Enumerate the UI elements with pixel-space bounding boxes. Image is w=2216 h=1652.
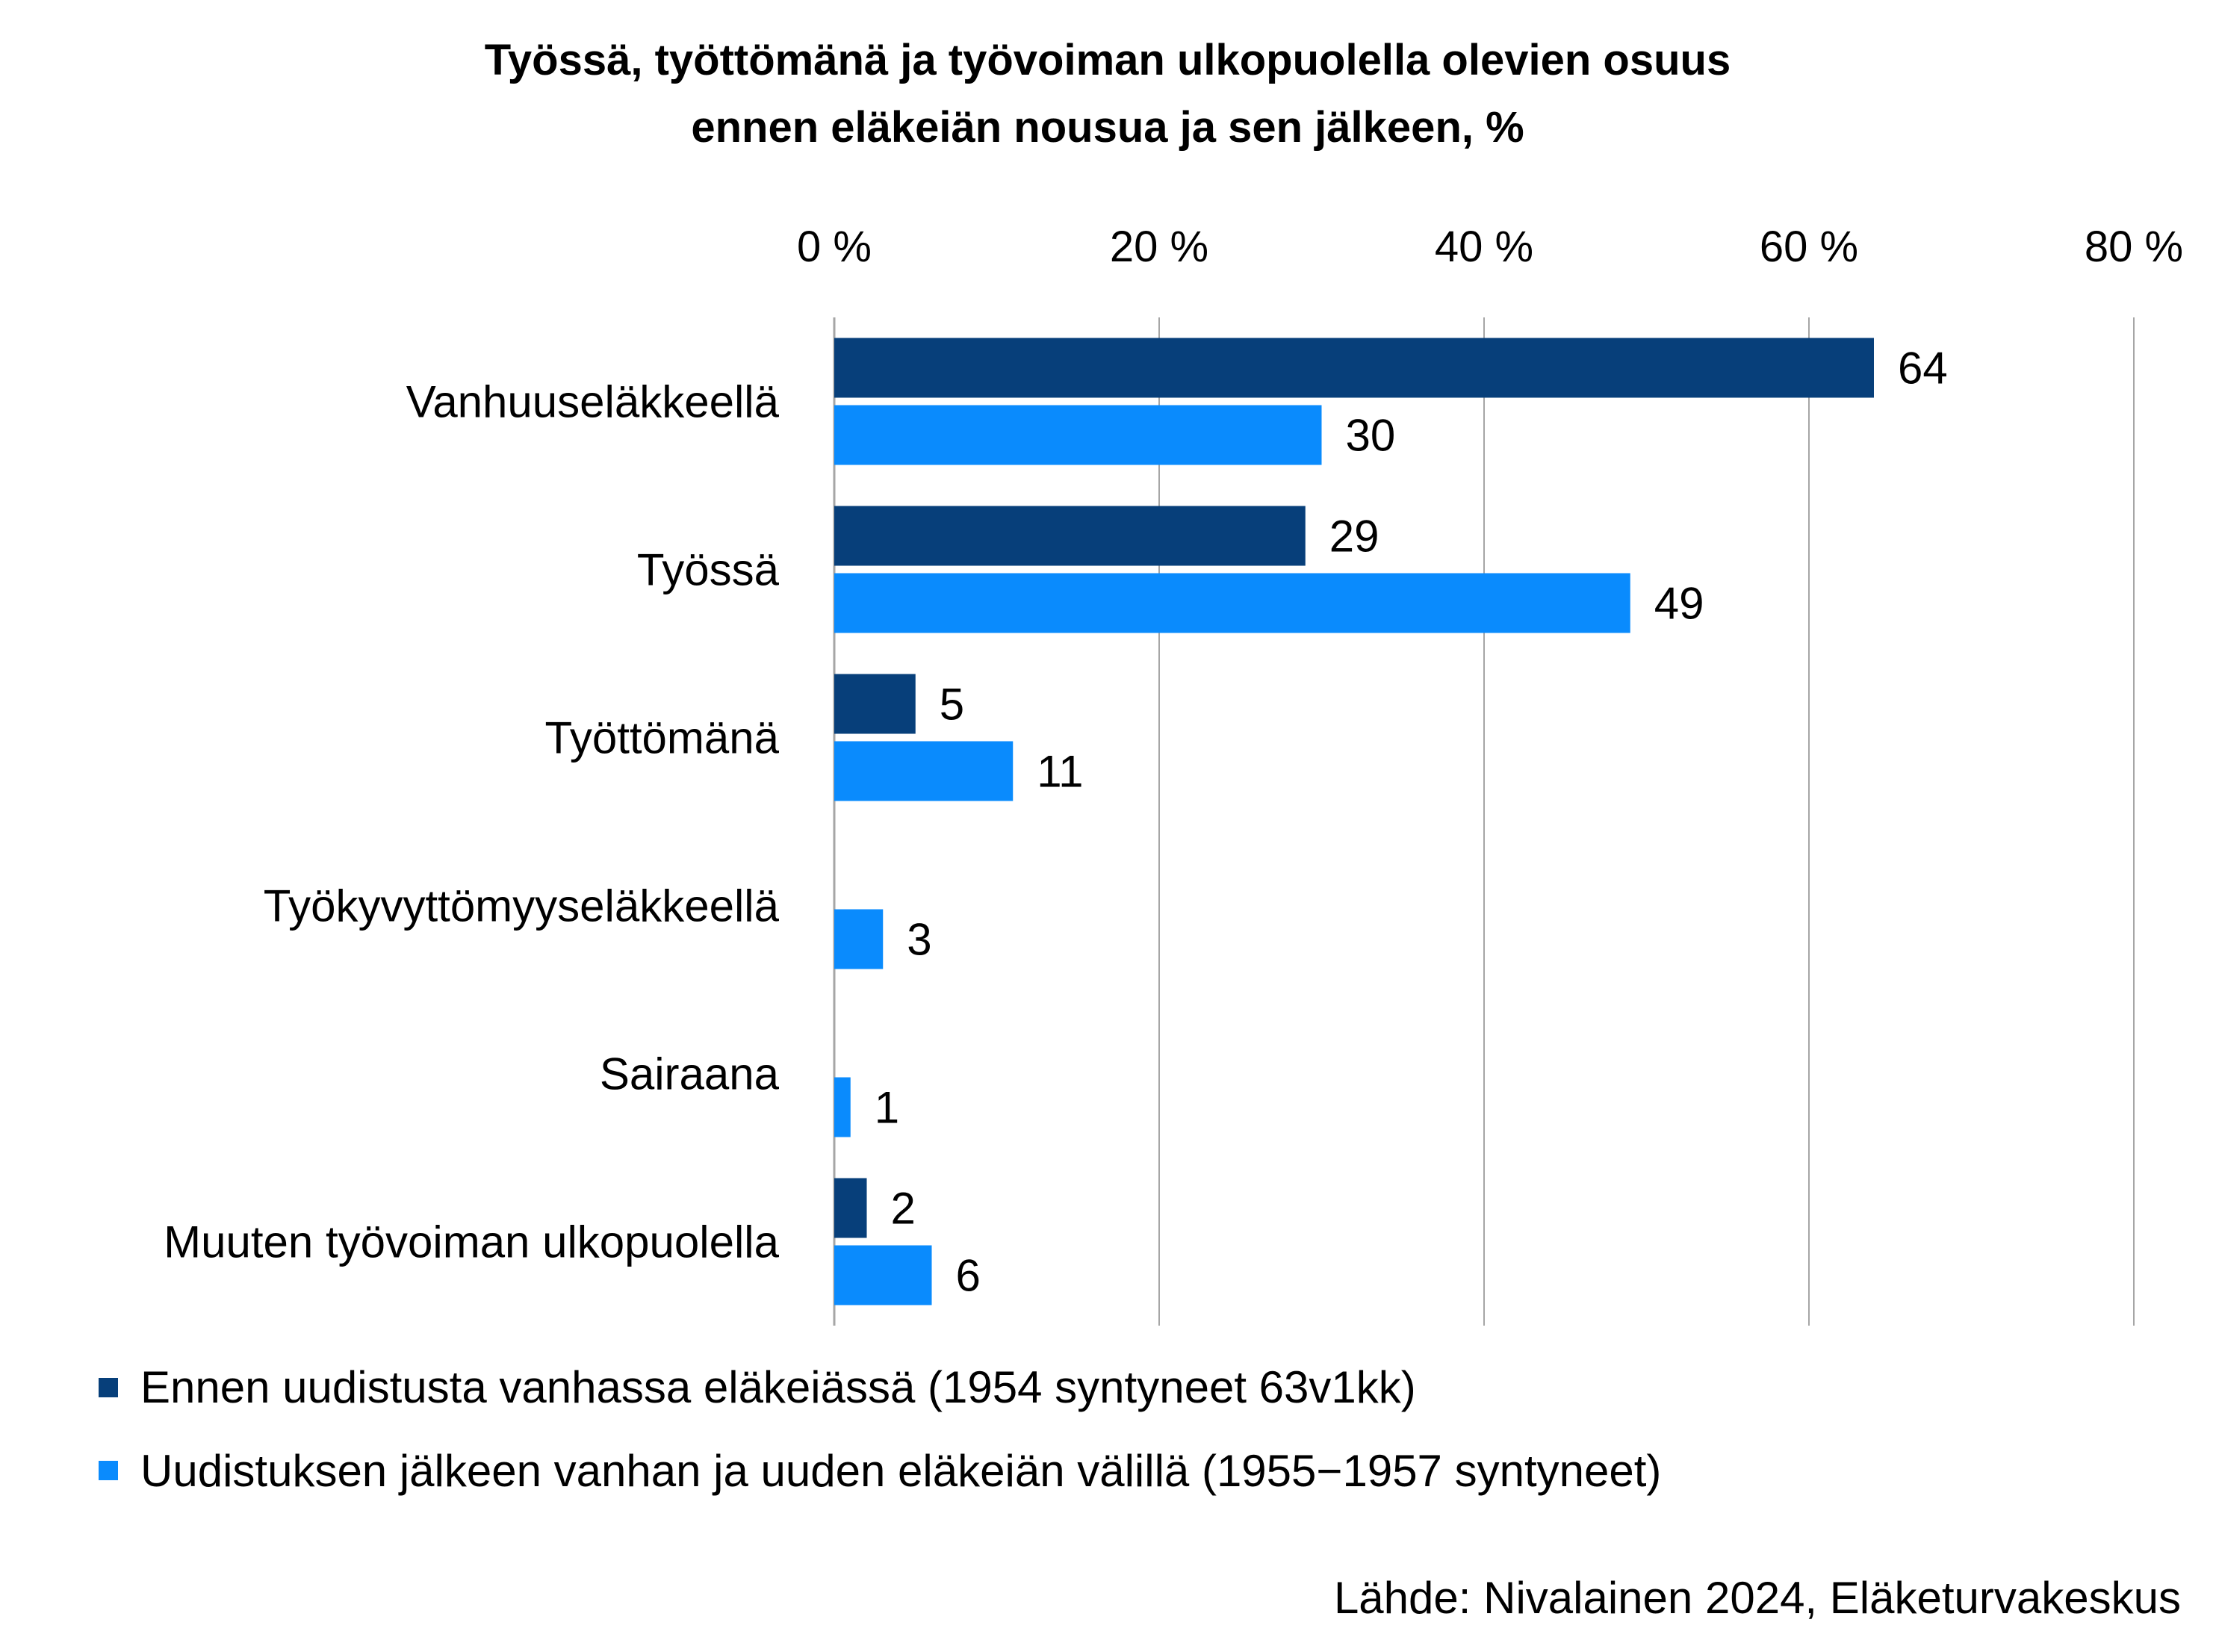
category-label: Muuten työvoiman ulkopuolella xyxy=(164,1217,779,1267)
legend-swatch-after xyxy=(99,1461,118,1480)
data-label: 2 xyxy=(891,1184,916,1234)
bar-after xyxy=(834,405,1322,465)
legend-swatch-before xyxy=(99,1378,118,1397)
data-label: 64 xyxy=(1898,344,1948,394)
legend: Ennen uudistusta vanhassa eläkeiässä (19… xyxy=(99,1362,1661,1496)
category-label: Työssä xyxy=(637,545,780,595)
x-tick-label: 60 % xyxy=(1760,223,1858,271)
x-tick-label: 80 % xyxy=(2085,223,2183,271)
x-axis-ticks: 0 % 20 % 40 % 60 % 80 % xyxy=(797,223,2183,271)
bar-after xyxy=(834,1245,932,1305)
bar-before xyxy=(834,338,1874,398)
gridlines xyxy=(833,317,2135,1326)
data-labels: 64 30 29 49 5 11 3 1 26 xyxy=(875,344,1948,1301)
bar-after xyxy=(834,1077,851,1137)
data-label: 3 xyxy=(907,915,931,965)
bar-before xyxy=(834,506,1306,566)
bars xyxy=(834,338,1874,1305)
chart-title-line-2: ennen eläkeiän nousua ja sen jälkeen, % xyxy=(691,103,1524,152)
category-label: Työkyvyttömyyseläkkeellä xyxy=(264,881,780,931)
x-tick-label: 20 % xyxy=(1110,223,1208,271)
legend-label-after: Uudistuksen jälkeen vanhan ja uuden eläk… xyxy=(140,1446,1661,1496)
category-label: Työttömänä xyxy=(544,713,779,763)
data-label: 29 xyxy=(1329,512,1379,562)
bar-before xyxy=(834,674,916,734)
category-label: Vanhuuseläkkeellä xyxy=(406,377,780,427)
source-note: Lähde: Nivalainen 2024, Eläketurvakeskus xyxy=(1334,1573,2181,1623)
data-label: 6 xyxy=(956,1251,981,1301)
data-label: 5 xyxy=(940,680,964,730)
chart-title-line-1: Työssä, työttömänä ja työvoiman ulkopuol… xyxy=(485,36,1731,84)
bar-after xyxy=(834,741,1014,801)
bar-before xyxy=(834,1178,867,1238)
category-labels: Vanhuuseläkkeellä Työssä Työttömänä Työkyvy… xyxy=(164,377,779,1267)
legend-label-before: Ennen uudistusta vanhassa eläkeiässä (19… xyxy=(140,1362,1416,1412)
data-label: 49 xyxy=(1654,579,1704,629)
data-label: 30 xyxy=(1346,411,1396,461)
bar-after xyxy=(834,573,1630,633)
x-tick-label: 0 % xyxy=(797,223,872,271)
bar-after xyxy=(834,909,884,969)
category-label: Sairaana xyxy=(600,1049,780,1099)
x-tick-label: 40 % xyxy=(1435,223,1533,271)
data-label: 11 xyxy=(1037,747,1083,797)
data-label: 1 xyxy=(875,1083,899,1133)
